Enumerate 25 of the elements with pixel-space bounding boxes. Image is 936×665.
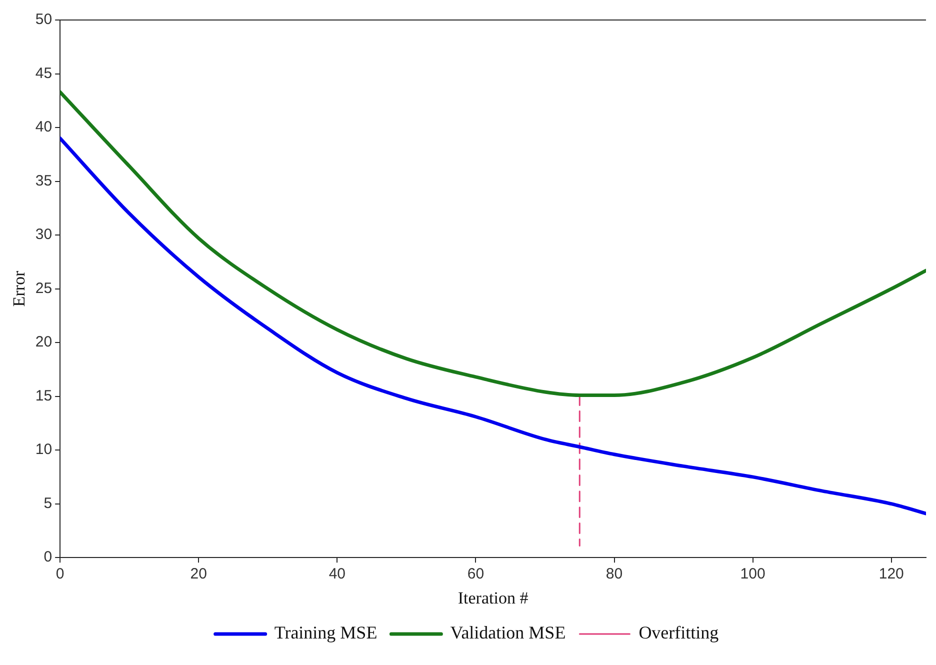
y-tick-label: 40 <box>35 118 52 136</box>
x-tick-label: 0 <box>56 566 64 583</box>
y-tick-label: 10 <box>35 441 52 458</box>
legend-label: Validation MSE <box>450 622 566 643</box>
x-tick-label: 20 <box>190 566 207 583</box>
y-axis-title: Error <box>10 270 29 307</box>
y-tick-label: 30 <box>35 226 52 244</box>
y-tick-label: 0 <box>44 548 52 566</box>
x-tick-label: 120 <box>878 566 904 583</box>
y-tick-label: 20 <box>35 334 52 351</box>
y-tick-label: 35 <box>35 172 52 190</box>
y-tick-label: 25 <box>35 280 52 297</box>
x-axis-title: Iteration # <box>458 588 529 608</box>
x-tick-label: 60 <box>467 566 484 583</box>
x-tick-label: 100 <box>740 566 766 583</box>
x-tick-label: 80 <box>606 566 623 583</box>
y-tick-label: 50 <box>35 11 52 28</box>
y-tick-label: 5 <box>44 494 52 512</box>
line-series <box>60 90 926 397</box>
x-tick-label: 40 <box>328 566 346 583</box>
legend-label: Overfitting <box>638 622 719 643</box>
legend-label: Training MSE <box>274 622 378 643</box>
y-tick-label: 45 <box>35 64 52 82</box>
line-series <box>60 136 926 516</box>
y-tick-label: 15 <box>35 387 52 404</box>
